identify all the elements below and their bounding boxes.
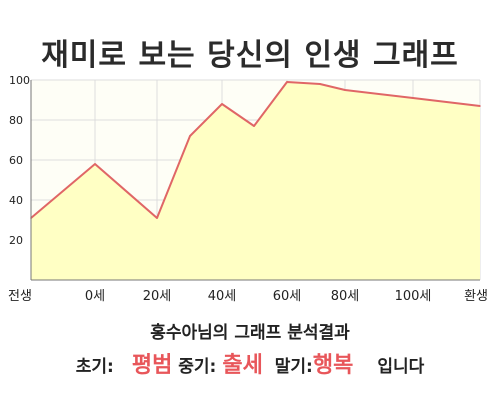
chart-title: 재미로 보는 당신의 인생 그래프 xyxy=(41,38,459,73)
y-tick-label-80: 80 xyxy=(9,114,23,127)
analysis-subtitle: 홍수아님의 그래프 분석결과 xyxy=(150,323,350,343)
x-tick-label-6: 100세 xyxy=(395,289,432,304)
early-label: 초기: xyxy=(75,357,114,377)
x-tick-label-7: 환생 xyxy=(464,289,488,304)
data-point-6 xyxy=(286,81,288,83)
data-point-8 xyxy=(344,89,346,91)
data-point-4 xyxy=(221,103,223,105)
early-value: 평범 xyxy=(131,353,173,378)
y-tick-label-20: 20 xyxy=(9,234,23,247)
y-tick-label-100: 100 xyxy=(9,74,30,87)
mid-value: 출세 xyxy=(222,353,263,378)
data-point-3 xyxy=(189,135,191,137)
data-point-5 xyxy=(253,125,255,127)
data-point-9 xyxy=(412,97,414,99)
y-tick-label-60: 60 xyxy=(9,154,23,167)
data-point-7 xyxy=(319,83,321,85)
x-tick-label-4: 60세 xyxy=(273,289,302,304)
x-tick-label-5: 80세 xyxy=(331,289,360,304)
data-point-2 xyxy=(156,217,158,219)
series-area xyxy=(31,82,480,280)
mid-label: 중기: xyxy=(178,357,217,377)
analysis-result: 초기: 평범 중기: 출세 말기:행복 입니다 xyxy=(0,347,500,379)
life-graph-chart: 20 40 60 80 100 전생 0세 20세 40세 60세 80세 100세 환생 xyxy=(8,74,488,304)
data-point-10 xyxy=(479,105,481,107)
ending-text: 입니다 xyxy=(377,357,425,377)
x-tick-label-3: 40세 xyxy=(208,289,237,304)
x-tick-label-0: 전생 xyxy=(8,289,32,304)
late-label: 말기: xyxy=(274,357,313,377)
late-value: 행복 xyxy=(312,353,354,378)
x-tick-label-2: 20세 xyxy=(143,289,172,304)
x-tick-label-1: 0세 xyxy=(85,289,105,304)
data-point-1 xyxy=(94,163,96,165)
y-tick-label-40: 40 xyxy=(9,194,23,207)
